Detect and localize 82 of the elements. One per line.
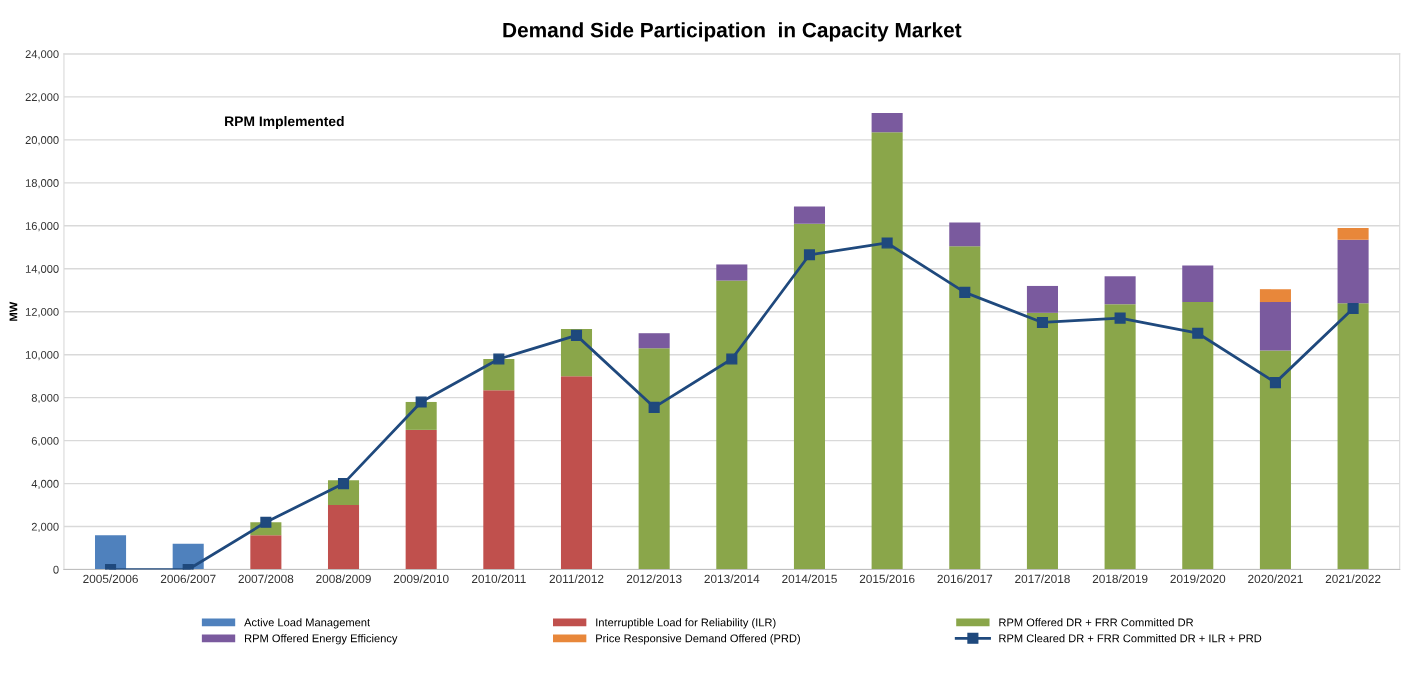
x-tick-label: 2011/2012 [549,574,604,584]
point [648,401,660,413]
x-tick-label: 2021/2022 [1325,574,1381,584]
y-tick-label: 24,000 [25,50,59,60]
bar [560,376,593,570]
x-tick-label: 2006/2007 [160,574,216,584]
bar [1337,239,1369,304]
legend-label: Active Load Management [244,618,371,629]
point [570,329,583,341]
bar [793,206,826,224]
point [1114,312,1126,324]
point [959,286,971,298]
legend-label: Interruptible Load for Reliability (ILR) [596,618,776,629]
y-axis-title: MW [9,301,18,321]
y-tick-label: 12,000 [25,307,59,318]
bar [1337,227,1369,240]
point [881,237,893,249]
y-tick-label: 16,000 [25,222,59,232]
bar [871,132,903,570]
bar [483,390,515,570]
x-tick-label: 2010/2011 [471,574,526,584]
y-tick-label: 18,000 [25,179,59,189]
bar [949,222,981,247]
bar [793,223,826,570]
x-tick-label: 2019/2020 [1170,574,1226,584]
bar [638,333,670,349]
bar [1104,276,1136,305]
point [337,478,350,490]
bar [1104,304,1136,570]
point [1269,377,1281,389]
chart-title: Demand Side Participation in Capacity Market [503,22,962,42]
bar [716,264,748,281]
x-tick-label: 2008/2009 [316,574,371,584]
y-tick-label: 2,000 [31,522,59,533]
bar [716,280,748,570]
y-tick-label: 8,000 [31,393,59,404]
bar [1026,312,1058,570]
x-tick-label: 2005/2006 [83,574,138,584]
point [1347,302,1359,315]
point [1192,327,1204,339]
bar [1259,302,1291,351]
bar [1259,350,1291,570]
y-tick-label: 20,000 [25,136,59,146]
y-tick-label: 4,000 [31,479,59,490]
point [803,249,816,261]
bar [327,505,360,570]
bar [1259,289,1291,303]
bar [1337,303,1369,570]
x-tick-label: 2017/2018 [1015,574,1070,584]
legend-label: RPM Offered Energy Efficiency [245,634,398,645]
bar [250,535,282,570]
bar [871,113,903,133]
y-tick-label: 6,000 [31,436,59,447]
point [415,396,427,408]
bar [405,429,437,570]
y-tick-label: 0 [53,565,59,574]
point [726,353,738,365]
point [493,353,505,365]
x-tick-label: 2015/2016 [859,574,915,584]
y-tick-label: 14,000 [25,265,59,275]
x-tick-label: 2007/2008 [238,574,294,584]
bar [1182,302,1214,570]
x-tick-label: 2012/2013 [626,574,682,584]
legend-label: RPM Offered DR + FRR Committed DR [999,618,1194,627]
bar [1026,285,1058,313]
y-tick-label: 10,000 [25,350,59,361]
y-tick-label: 22,000 [25,93,59,103]
bar [638,348,670,570]
x-tick-label: 2016/2017 [937,574,993,584]
bar [949,246,981,570]
legend-label: RPM Cleared DR + FRR Committed DR + ILR + PRD [999,634,1262,643]
legend-label: Price Responsive Demand Offered (PRD) [596,634,800,645]
x-tick-label: 2018/2019 [1092,574,1148,584]
point [1036,316,1049,329]
x-tick-label: 2020/2021 [1248,574,1303,584]
x-tick-label: 2013/2014 [704,574,760,584]
annotation: RPM Implemented [225,116,344,129]
x-tick-label: 2009/2010 [393,574,449,584]
bar [1182,265,1214,303]
x-tick-label: 2014/2015 [782,574,837,584]
point [260,516,272,528]
bar [95,535,127,570]
